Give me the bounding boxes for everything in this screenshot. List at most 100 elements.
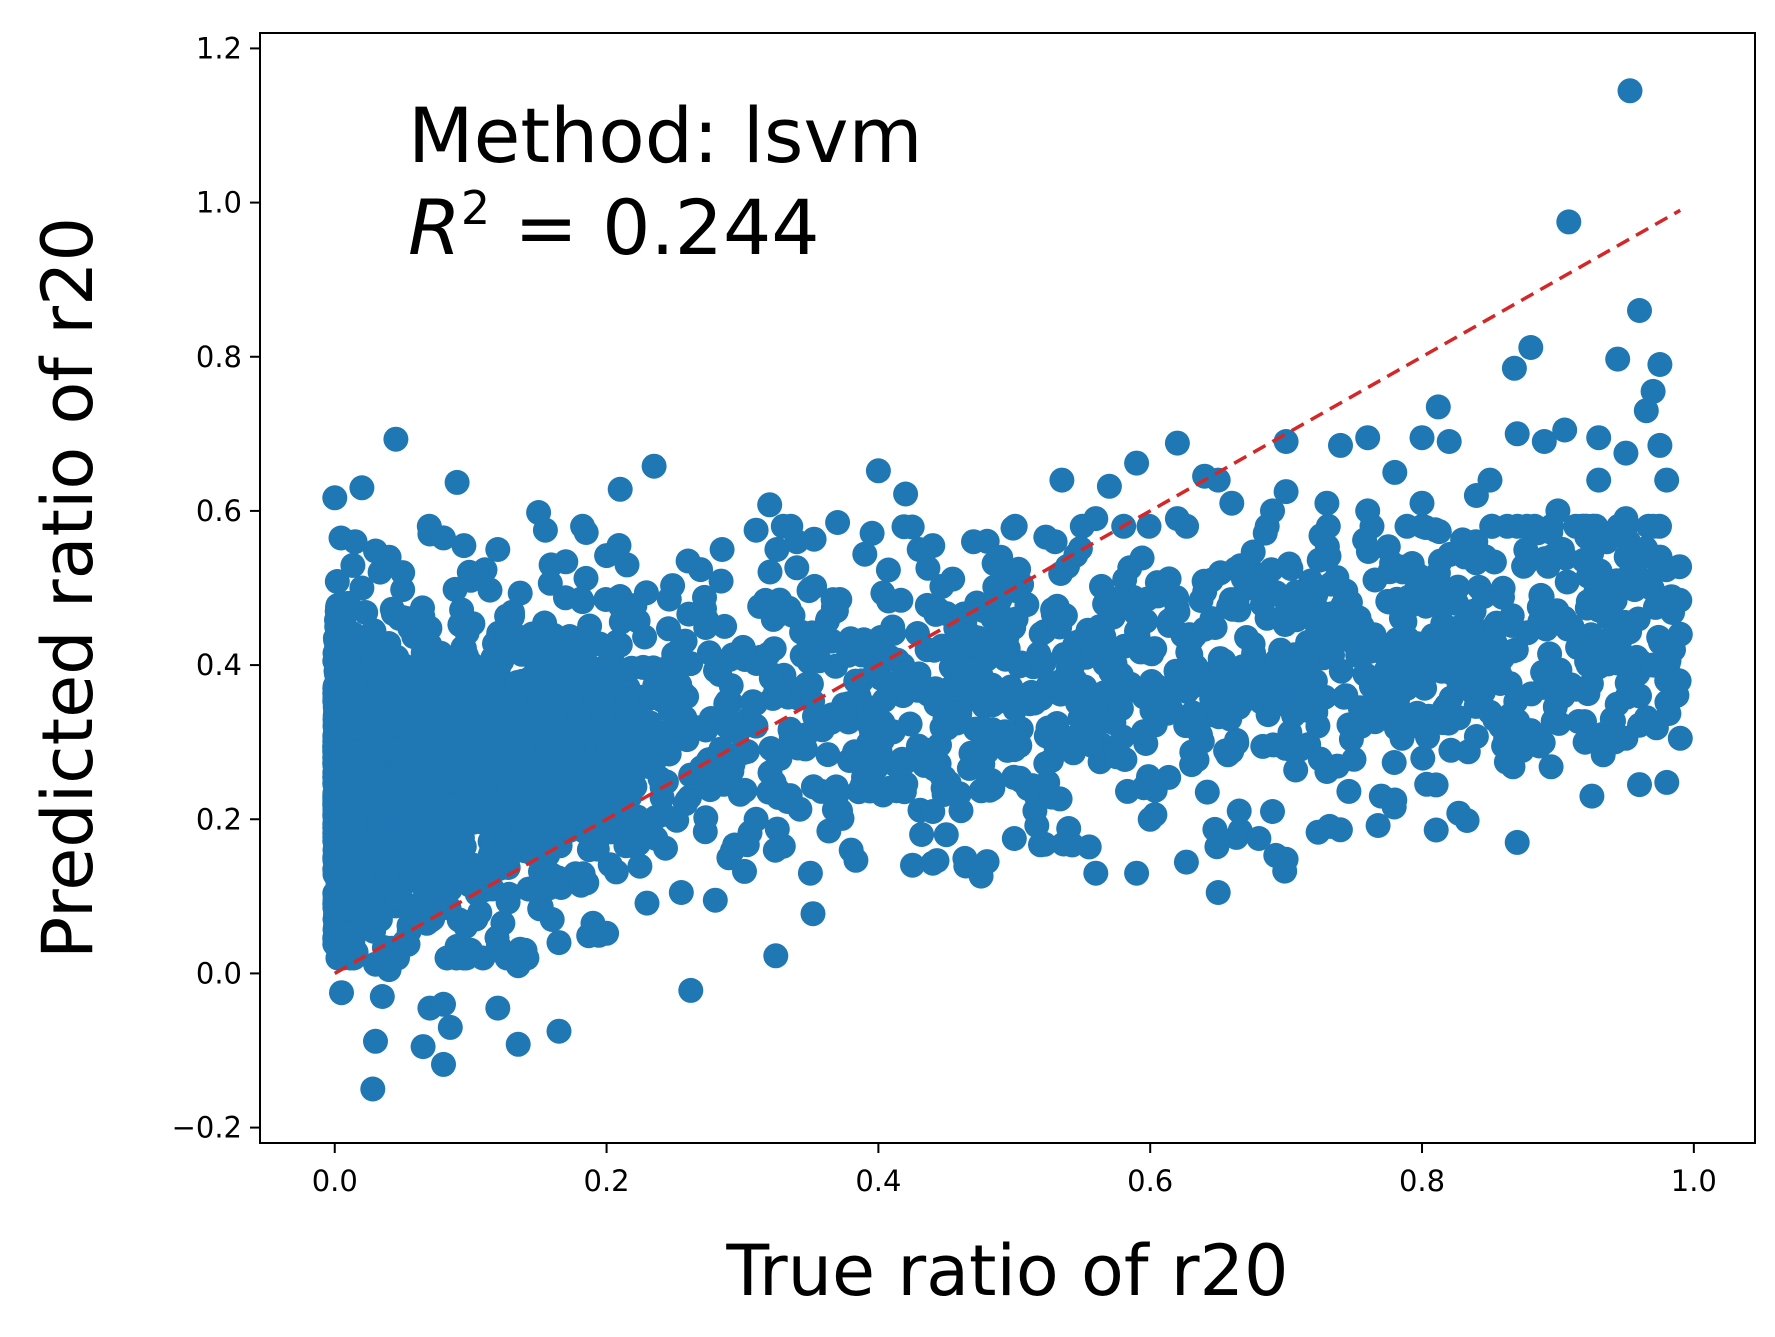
scatter-point	[837, 748, 862, 773]
scatter-point	[871, 687, 897, 713]
scatter-point	[1551, 605, 1577, 631]
scatter-point	[1108, 696, 1134, 721]
scatter-point	[957, 622, 983, 648]
scatter-point	[1039, 784, 1065, 810]
scatter-point	[559, 650, 585, 676]
scatter-point	[1156, 566, 1182, 592]
x-tick-label: 1.0	[1671, 1164, 1717, 1198]
scatter-point	[1504, 421, 1530, 447]
scatter-point	[1319, 601, 1345, 627]
scatter-point	[589, 805, 615, 831]
scatter-point	[1341, 746, 1367, 772]
scatter-point	[485, 810, 510, 836]
scatter-point	[1627, 298, 1652, 323]
scatter-point	[1529, 584, 1555, 610]
scatter-point	[334, 739, 360, 765]
scatter-point	[1223, 824, 1249, 850]
scatter-point	[1640, 513, 1666, 539]
scatter-point	[1112, 672, 1138, 698]
scatter-point	[1504, 829, 1530, 855]
scatter-point	[480, 645, 506, 671]
scatter-point	[1136, 513, 1162, 539]
scatter-point	[451, 533, 477, 559]
scatter-point	[715, 714, 740, 740]
scatter-point	[709, 537, 735, 562]
scatter-point	[1497, 671, 1523, 697]
scatter-point	[451, 635, 477, 661]
scatter-point	[1198, 567, 1224, 593]
scatter-point	[961, 529, 986, 555]
scatter-point	[1396, 584, 1421, 610]
scatter-point	[1028, 685, 1054, 711]
scatter-point	[1518, 335, 1544, 360]
scatter-point	[573, 520, 599, 545]
scatter-point	[322, 485, 348, 511]
scatter-point	[1438, 737, 1464, 763]
scatter-point	[758, 736, 784, 761]
scatter-point	[1586, 467, 1612, 493]
scatter-point	[838, 837, 864, 863]
scatter-point	[341, 635, 367, 661]
scatter-point	[532, 517, 558, 543]
scatter-point	[851, 764, 876, 790]
scatter-point	[1572, 729, 1598, 755]
scatter-point	[335, 873, 361, 898]
scatter-point	[1345, 642, 1371, 668]
y-tick-label: 0.2	[196, 802, 242, 836]
method-annotation: Method: lsvm	[408, 91, 923, 180]
scatter-point	[532, 747, 558, 773]
r-squared-symbol: R	[408, 183, 461, 272]
scatter-point	[668, 880, 694, 905]
scatter-point	[555, 794, 581, 820]
scatter-point	[1124, 860, 1150, 886]
scatter-point	[743, 806, 769, 832]
scatter-point	[433, 834, 459, 860]
scatter-point	[1246, 826, 1272, 851]
scatter-point	[637, 710, 663, 736]
scatter-point	[431, 991, 456, 1017]
scatter-point	[1269, 605, 1295, 631]
scatter-point	[764, 537, 790, 562]
scatter-point	[404, 746, 430, 772]
scatter-point	[1633, 536, 1659, 562]
scatter-point	[496, 780, 522, 806]
scatter-point	[1104, 744, 1130, 770]
scatter-point	[1273, 846, 1299, 872]
scatter-point	[502, 831, 528, 857]
scatter-point	[1579, 541, 1605, 566]
scatter-point	[1173, 713, 1199, 739]
scatter-point	[708, 568, 734, 594]
scatter-point	[392, 710, 418, 736]
scatter-point	[1394, 513, 1420, 539]
scatter-point	[1490, 584, 1515, 610]
scatter-point	[727, 781, 753, 807]
scatter-point	[431, 1051, 456, 1077]
scatter-point	[920, 799, 946, 824]
scatter-point	[852, 541, 878, 567]
scatter-point	[964, 590, 990, 616]
scatter-point	[617, 773, 643, 799]
scatter-point	[431, 525, 456, 551]
scatter-point	[765, 784, 791, 810]
scatter-point	[538, 552, 564, 578]
scatter-point	[865, 458, 891, 484]
scatter-point	[340, 552, 366, 578]
scatter-point	[518, 665, 544, 691]
scatter-point	[1575, 563, 1601, 589]
scatter-point	[384, 666, 410, 691]
scatter-point	[893, 481, 919, 507]
scatter-point	[577, 613, 603, 639]
scatter-point	[1640, 652, 1666, 678]
scatter-point	[671, 715, 697, 741]
scatter-point	[929, 633, 955, 659]
scatter-point	[1332, 583, 1358, 608]
scatter-point	[376, 957, 402, 983]
x-axis-ticks: 0.0 0.2 0.4 0.6 0.8 1.0	[312, 1143, 1717, 1198]
scatter-point	[1605, 346, 1631, 372]
scatter-point	[1491, 733, 1517, 759]
scatter-point	[693, 805, 719, 831]
scatter-point	[1518, 718, 1544, 744]
scatter-point	[1387, 554, 1413, 580]
scatter-point	[1423, 817, 1449, 843]
scatter-point	[1314, 759, 1340, 784]
